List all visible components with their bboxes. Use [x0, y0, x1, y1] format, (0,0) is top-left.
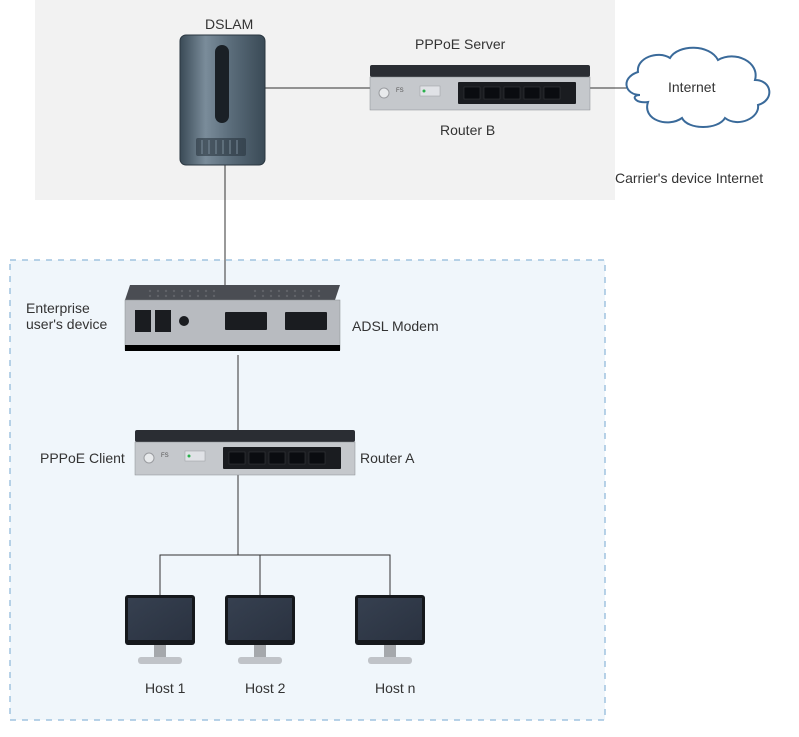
host-n-label: Host n: [375, 680, 415, 696]
enterprise-region-label: Enterprise user's device: [26, 300, 116, 332]
adsl-modem-label: ADSL Modem: [352, 318, 439, 334]
router-b-device: FS: [370, 65, 590, 110]
host-2-label: Host 2: [245, 680, 285, 696]
router-a-label: Router A: [360, 450, 414, 466]
svg-text:FS: FS: [396, 88, 404, 94]
router-b-label: Router B: [440, 122, 495, 138]
router-a-device: FS: [135, 430, 355, 475]
internet-cloud: Internet: [626, 48, 769, 127]
internet-label: Internet: [668, 79, 716, 95]
diagram-canvas: FS Internet FS: [0, 0, 799, 737]
pppoe-client-label: PPPoE Client: [40, 450, 125, 466]
dslam-device: [180, 35, 265, 165]
pppoe-server-label: PPPoE Server: [415, 36, 505, 52]
adsl-modem-device: [125, 285, 340, 351]
dslam-label: DSLAM: [205, 16, 253, 32]
svg-text:FS: FS: [161, 453, 169, 459]
host-1-label: Host 1: [145, 680, 185, 696]
carrier-region-label: Carrier's device Internet: [615, 170, 763, 186]
